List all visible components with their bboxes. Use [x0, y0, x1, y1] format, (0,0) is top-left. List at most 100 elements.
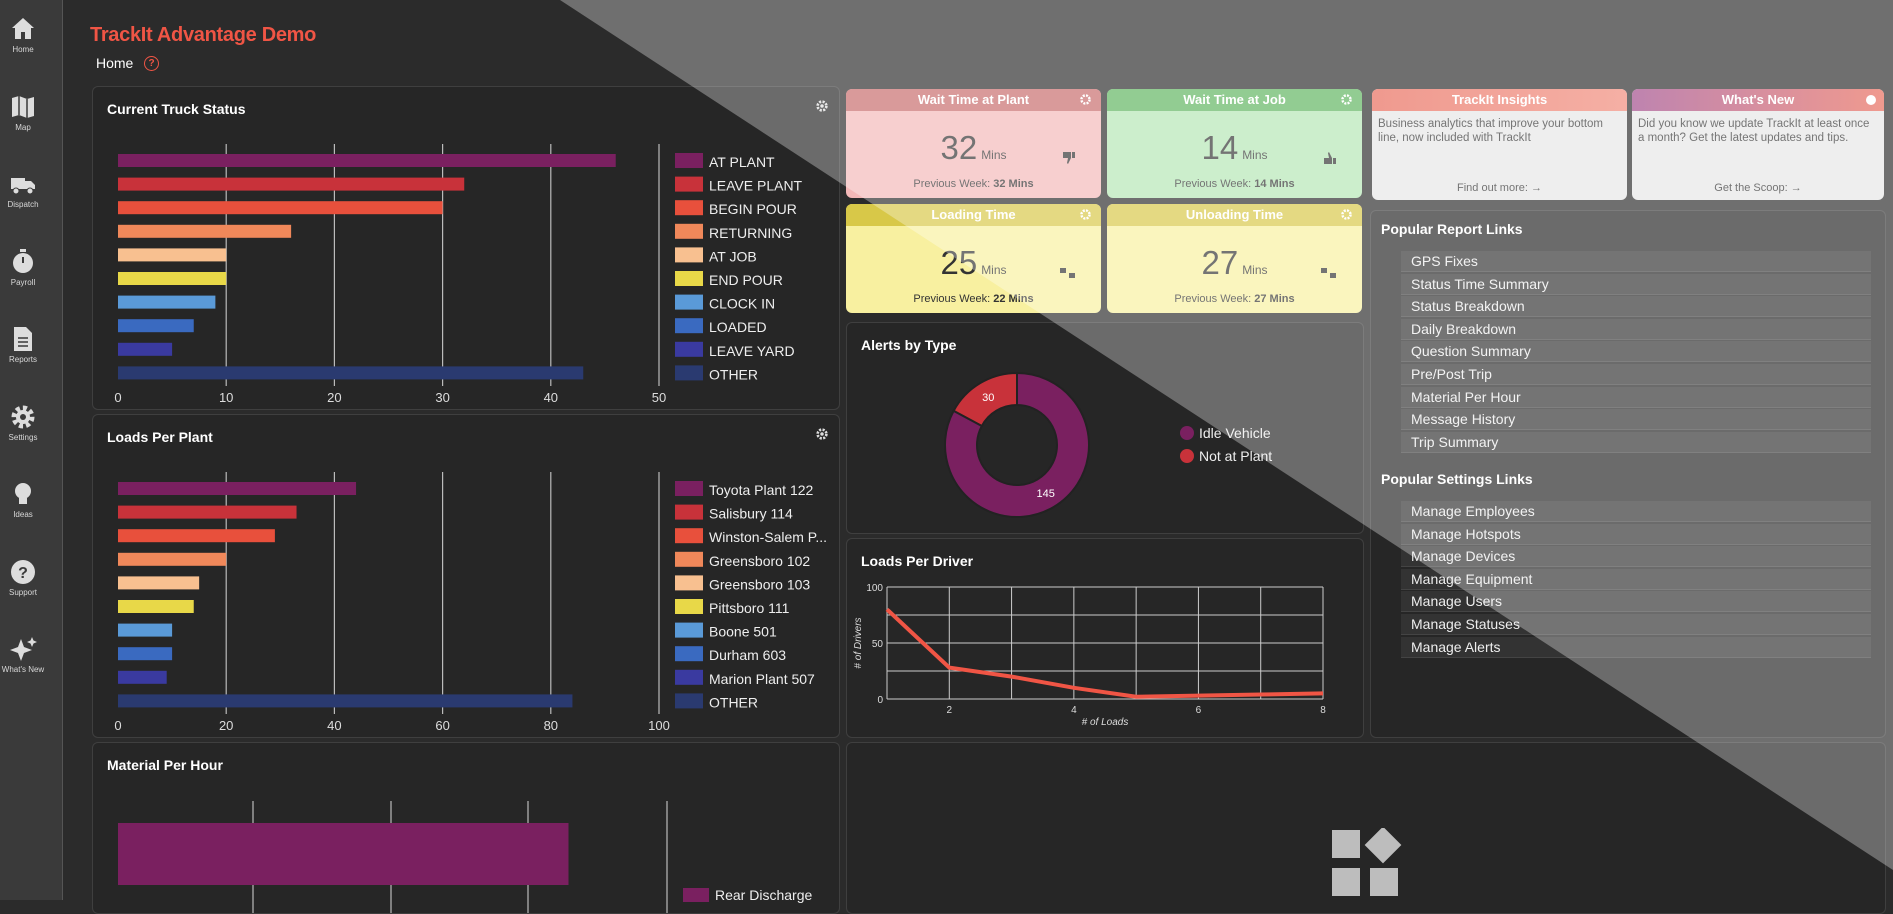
link-manage-users[interactable]: Manage Users: [1401, 591, 1871, 613]
card-prev-value: 14 Mins: [1254, 178, 1295, 190]
link-message-history[interactable]: Message History: [1401, 409, 1871, 431]
add-widget-panel[interactable]: [846, 742, 1886, 914]
bar: [118, 529, 275, 543]
legend-swatch: [675, 223, 703, 239]
bar: [118, 482, 357, 495]
sidebar-item-label: Reports: [8, 355, 37, 364]
link-trip-summary[interactable]: Trip Summary: [1401, 431, 1871, 453]
legend-swatch: [683, 888, 709, 902]
question-icon: ?: [11, 559, 35, 584]
series-line: [885, 607, 1324, 699]
bar: [118, 623, 173, 637]
wait-time-job-card[interactable]: Wait Time at Job 14 Mins Previous Week: 1…: [1107, 89, 1362, 198]
get-the-scoop-link[interactable]: Get the Scoop: →: [1714, 182, 1802, 194]
card-value: 27: [1201, 244, 1239, 281]
link-status-time-summary[interactable]: Status Time Summary: [1401, 273, 1871, 295]
breadcrumb[interactable]: Home: [96, 55, 134, 71]
gear-icon[interactable]: [815, 99, 829, 113]
legend-label: LEAVE YARD: [709, 343, 795, 359]
sidebar-item-map[interactable]: Map: [0, 93, 46, 132]
whats-new-card[interactable]: What's New Did you know we update TrackI…: [1632, 89, 1884, 200]
link-material-per-hour[interactable]: Material Per Hour: [1401, 386, 1871, 408]
card-unit: Mins: [1242, 148, 1268, 162]
wait-time-plant-card[interactable]: Wait Time at Plant 32 Mins Previous Week:…: [846, 89, 1101, 198]
loads-per-driver-panel: Loads Per Driver 0 50 100 2 4 6 8 # of Loads # o…: [846, 538, 1364, 738]
legend-label: Salisbury 114: [709, 506, 793, 522]
bar: [118, 342, 173, 356]
gear-icon[interactable]: [1340, 93, 1353, 106]
tick-label: 0: [114, 718, 121, 733]
alerts-by-type-panel: Alerts by Type 30 145 Idle Vehicle Not at P…: [846, 322, 1364, 534]
slice-label: 145: [1037, 488, 1055, 500]
tick-label: 0: [114, 390, 121, 405]
axis-label: # of Loads: [1082, 717, 1129, 728]
tick-label: 80: [544, 718, 558, 733]
bar: [118, 647, 173, 661]
link-pre-post-trip[interactable]: Pre/Post Trip: [1401, 364, 1871, 385]
insights-text: Business analytics that improve your bot…: [1378, 118, 1603, 144]
card-prev-value: 27 Mins: [1254, 293, 1295, 305]
widgets-icon[interactable]: [1330, 828, 1402, 900]
sidebar-item-support[interactable]: ? Support: [0, 558, 46, 597]
sidebar-item-what-s-new[interactable]: What's New: [0, 635, 46, 674]
gear-icon[interactable]: [815, 427, 829, 441]
legend-label: AT PLANT: [709, 154, 775, 170]
unloading-time-card[interactable]: Unloading Time 27 Mins Previous Week: 27 …: [1107, 204, 1362, 313]
gear-icon[interactable]: [1079, 208, 1092, 221]
sidebar-item-label: Ideas: [13, 510, 33, 519]
help-icon[interactable]: ?: [144, 56, 159, 71]
link-manage-equipment[interactable]: Manage Equipment: [1401, 568, 1871, 590]
link-status-breakdown[interactable]: Status Breakdown: [1401, 296, 1871, 318]
link-manage-employees[interactable]: Manage Employees: [1401, 501, 1871, 522]
app-title: TrackIt Advantage Demo: [90, 24, 317, 46]
bar: [118, 224, 292, 238]
link-daily-breakdown[interactable]: Daily Breakdown: [1401, 318, 1871, 340]
gear-icon[interactable]: [1079, 93, 1092, 106]
link-gps-fixes[interactable]: GPS Fixes: [1401, 251, 1871, 272]
legend-label: Not at Plant: [1199, 448, 1272, 464]
trackit-insights-card[interactable]: TrackIt Insights Business analytics that…: [1372, 89, 1627, 200]
legend-label: Pittsboro 111: [709, 600, 790, 616]
link-manage-devices[interactable]: Manage Devices: [1401, 546, 1871, 568]
legend-swatch: [675, 153, 703, 168]
bar: [118, 295, 216, 309]
card-title: Loading Time: [931, 207, 1016, 222]
card-unit: Mins: [1242, 263, 1268, 277]
loading-time-card[interactable]: Loading Time 25 Mins Previous Week: 22 Mi…: [846, 204, 1101, 313]
card-prev-label: Previous Week:: [1174, 178, 1252, 190]
legend-swatch: [675, 271, 703, 286]
find-out-more-link[interactable]: Find out more: →: [1457, 182, 1542, 194]
sidebar-item-dispatch[interactable]: Dispatch: [0, 170, 46, 209]
sidebar-item-reports[interactable]: Reports: [0, 325, 46, 364]
tick-label: 0: [877, 695, 883, 706]
sparkle-icon: [10, 637, 37, 661]
link-question-summary[interactable]: Question Summary: [1401, 341, 1871, 363]
card-unit: Mins: [981, 263, 1007, 277]
legend-label: OTHER: [709, 694, 758, 710]
truck-status-panel: Current Truck Status 0 10 20 30 40 50 AT PLANT…: [92, 86, 840, 410]
map-icon: [12, 95, 34, 118]
link-manage-statuses[interactable]: Manage Statuses: [1401, 614, 1871, 635]
tick-label: 20: [327, 390, 341, 405]
axis-label: # of Drivers: [853, 617, 864, 668]
sidebar-item-settings[interactable]: Settings: [0, 403, 46, 442]
tick-label: 10: [219, 390, 233, 405]
legend-label: Durham 603: [709, 647, 786, 663]
sidebar-item-label: Home: [12, 45, 34, 54]
card-value: 14: [1201, 129, 1239, 166]
home-icon: [12, 18, 34, 39]
thumbs-sideways-icon: [1060, 268, 1075, 278]
sidebar-item-home[interactable]: Home: [0, 15, 46, 54]
sidebar-item-payroll[interactable]: Payroll: [0, 248, 46, 287]
tick-label: 100: [866, 583, 883, 594]
link-manage-hotspots[interactable]: Manage Hotspots: [1401, 523, 1871, 545]
link-manage-alerts[interactable]: Manage Alerts: [1401, 636, 1871, 658]
sidebar-item-ideas[interactable]: Ideas: [0, 480, 46, 519]
gear-icon[interactable]: [1340, 208, 1353, 221]
sidebar-item-label: Dispatch: [7, 200, 39, 209]
tick-label: 50: [652, 390, 666, 405]
legend-swatch: [675, 575, 703, 591]
card-prev-value: 32 Mins: [993, 178, 1034, 190]
tick-label: 60: [435, 718, 449, 733]
legend-swatch: [675, 247, 703, 263]
